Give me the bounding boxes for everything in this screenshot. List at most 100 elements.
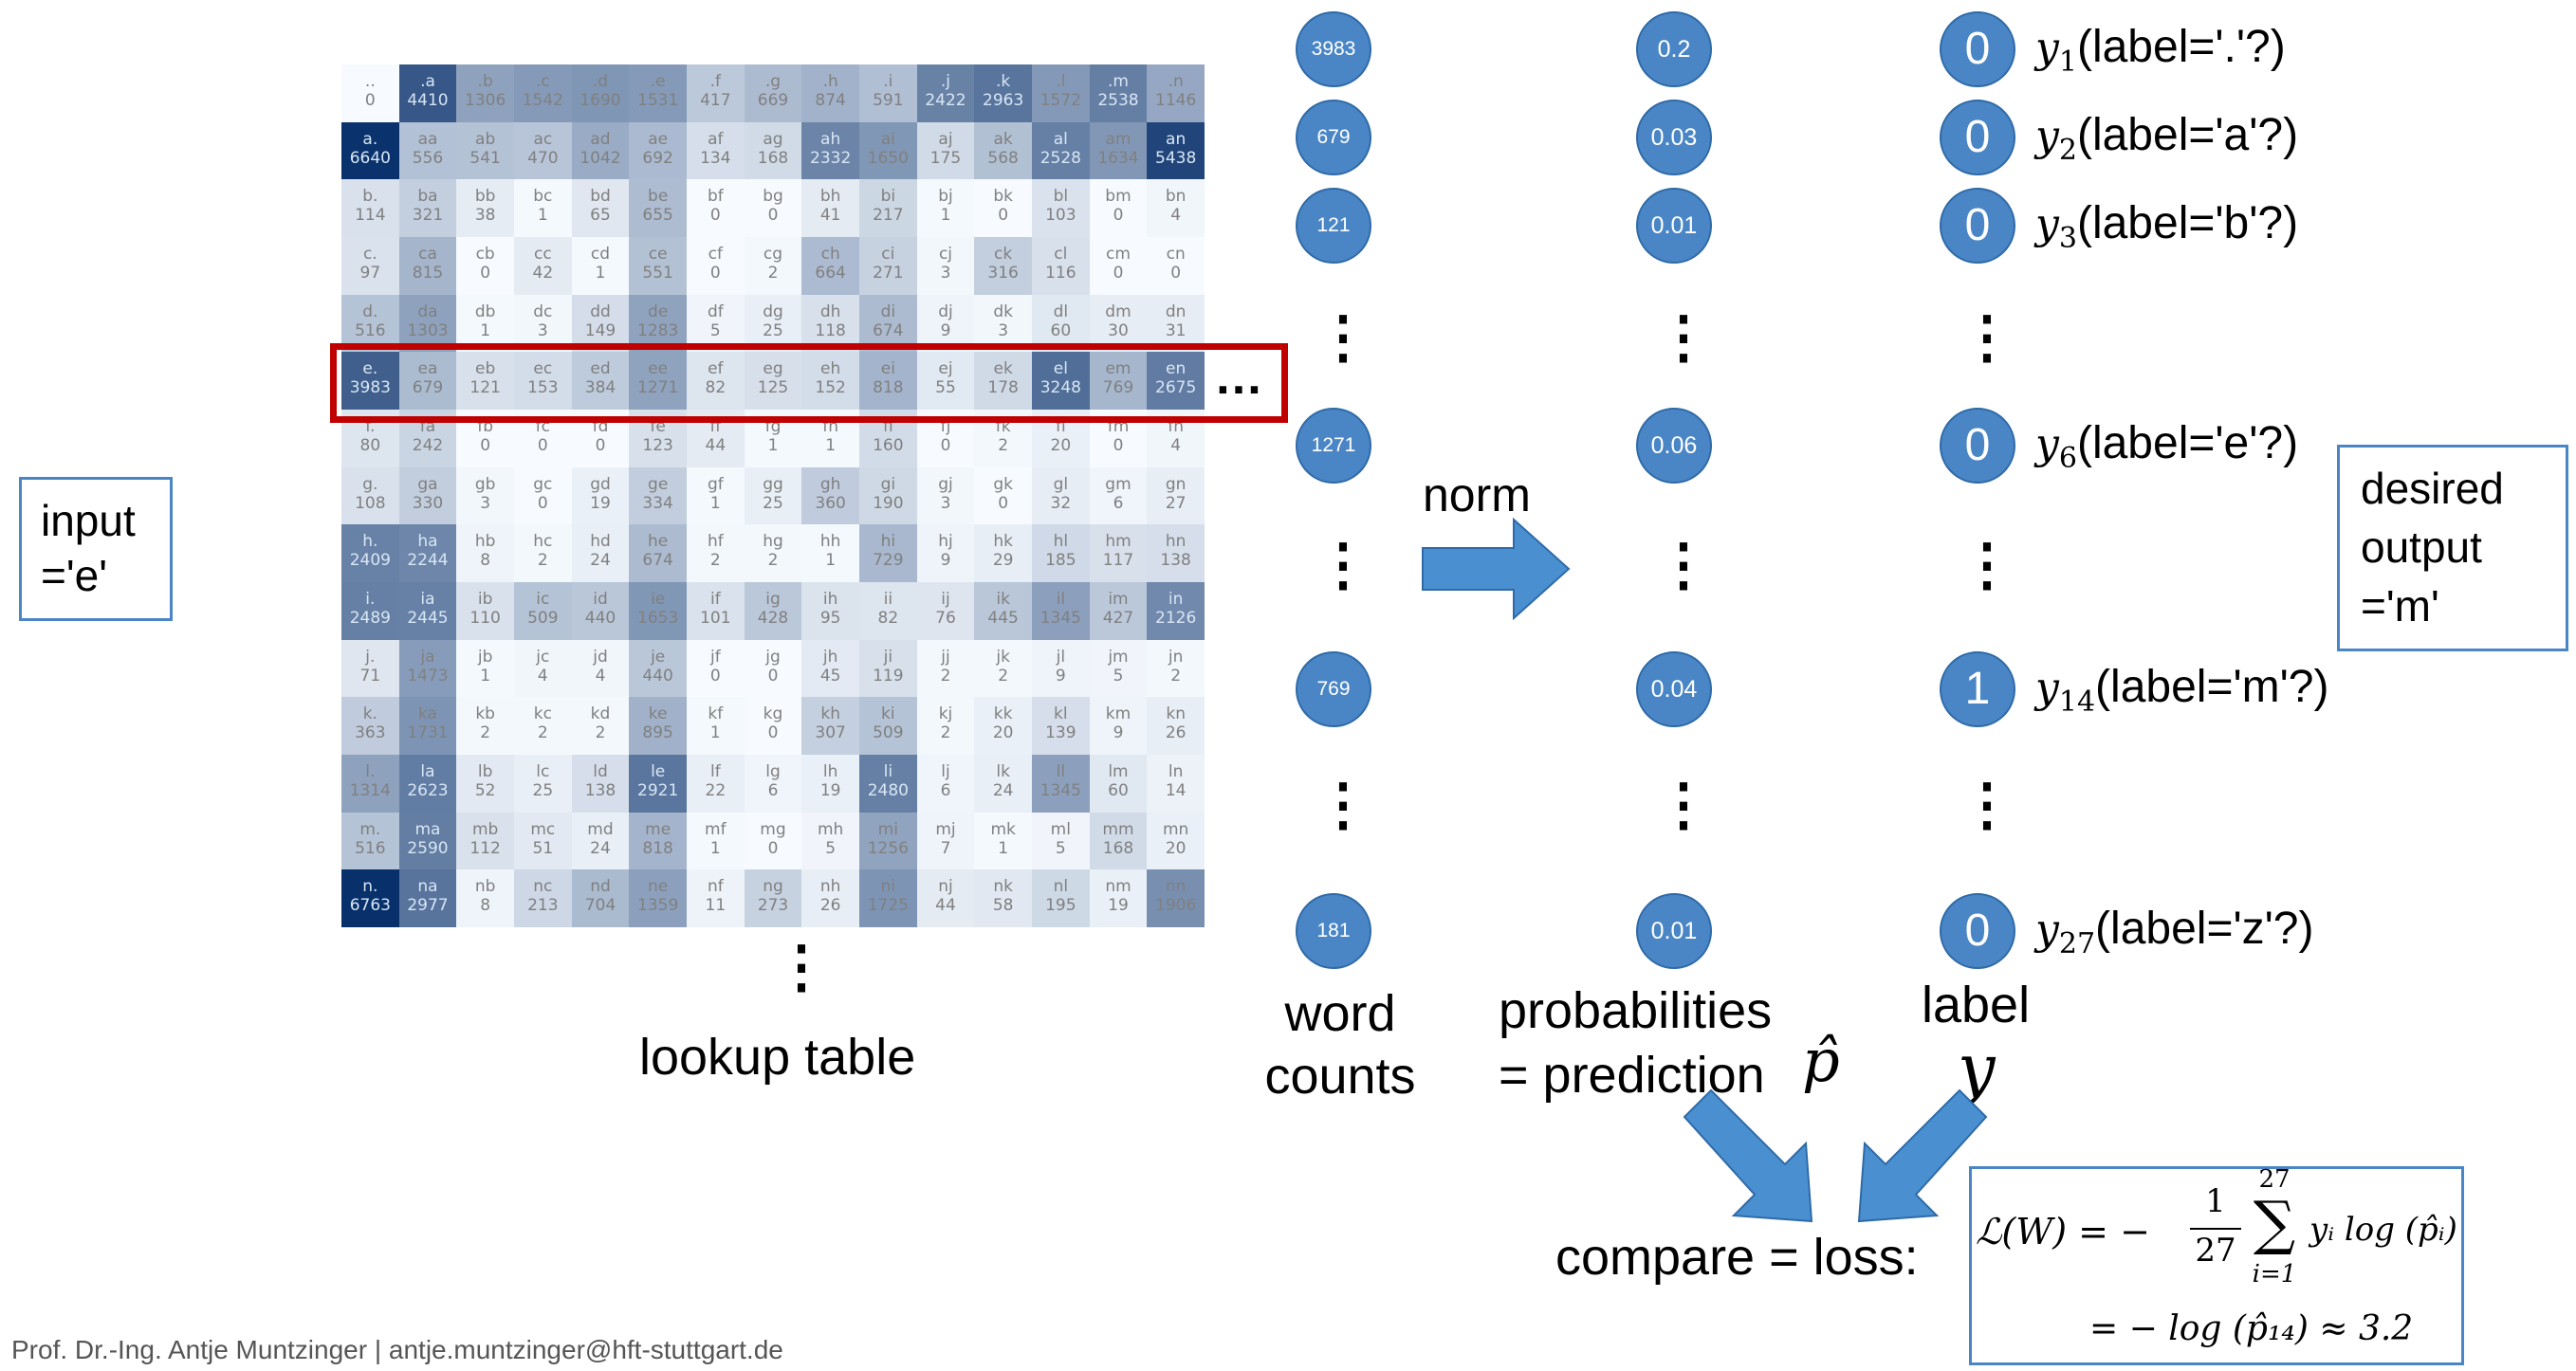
grid-cell-count: 5 [1113,666,1124,686]
grid-cell-count: 2244 [407,551,449,571]
y-index: 2 [2058,133,2077,167]
grid-cell: il 1345 [1032,582,1090,640]
grid-cell: gg 25 [744,466,802,525]
grid-cell-count: 679 [412,378,444,398]
grid-cell-bg [629,466,687,525]
grid-cell: ne 1359 [629,869,687,927]
grid-cell-count: 3 [480,493,491,513]
grid-cell-bg [398,179,457,237]
grid-cell-count: 273 [757,896,789,916]
grid-cell: en 2675 [1147,352,1205,410]
grid-cell: dj 9 [916,294,975,353]
grid-cell-bg [744,466,802,525]
grid-cell-bigram: dm [1105,302,1132,321]
grid-cell-count: 2422 [925,91,966,110]
grid-cell-count: 9 [1055,666,1066,686]
grid-cell-bg [629,582,687,640]
grid-cell-bigram: ah [820,129,841,149]
grid-cell: aa 556 [398,121,457,180]
grid-cell-bigram: kn [1166,704,1186,724]
grid-cell: gn 27 [1147,466,1205,525]
grid-cell-bg [398,582,457,640]
grid-cell-bg [1032,294,1090,353]
grid-cell-count: 60 [1108,781,1129,800]
grid-cell-bigram: kg [763,704,783,724]
grid-cell: j. 71 [341,639,399,698]
column-ellipsis: ⋮ [773,935,830,998]
grid-cell-count: 1 [709,838,721,858]
grid-cell-bg [1089,639,1148,698]
prob-circle: 0.03 [1636,100,1712,175]
grid-cell-bigram: hl [1053,532,1069,552]
grid-cell: gd 19 [571,466,630,525]
footer-credit: Prof. Dr.-Ing. Antje Muntzinger | antje.… [11,1335,783,1364]
grid-cell-count: 674 [873,320,904,340]
grid-cell-bg [341,755,399,813]
grid-cell: nb 8 [456,869,514,927]
grid-cell: kh 307 [801,697,859,755]
grid-cell-count: 2977 [407,896,449,916]
grid-cell: kf 1 [687,697,745,755]
grid-cell-bigram: ii [883,590,893,609]
grid-cell-count: 149 [584,320,616,340]
grid-cell: hk 29 [974,524,1032,582]
grid-cell-bigram: ib [477,590,493,609]
grid-cell-bg [974,294,1032,353]
grid-cell-count: 6 [767,781,779,800]
grid-cell: h. 2409 [341,524,399,582]
grid-cell-bg [916,466,975,525]
grid-cell-bg [687,294,745,353]
grid-cell-count: 55 [935,378,956,398]
lookup-table-label: lookup table [639,1029,916,1086]
grid-cell-bigram: lh [822,762,838,781]
grid-cell: ef 82 [687,352,745,410]
grid-cell-count: 190 [873,493,904,513]
grid-cell-bigram: gg [763,474,783,494]
grid-cell-count: 0 [767,838,779,858]
grid-cell-bg [456,466,514,525]
grid-cell: mf 1 [687,812,745,870]
grid-cell-bg [514,582,572,640]
grid-cell-count: 704 [584,896,616,916]
grid-cell-count: 1572 [1040,91,1081,110]
grid-cell: m. 516 [341,812,399,870]
grid-cell-bg [514,352,572,410]
grid-cell-count: 1345 [1040,781,1081,800]
grid-cell-bg [859,582,917,640]
grid-cell-bigram: .g [764,72,782,91]
grid-cell-count: 38 [474,206,496,226]
grid-cell-count: 52 [474,781,496,800]
grid-cell-bigram: db [474,302,496,321]
grid-cell-bg [1147,524,1205,582]
grid-cell-bigram: ck [994,245,1013,264]
grid-cell-bg [398,755,457,813]
grid-cell-bigram: b. [362,187,378,207]
grid-cell-count: 0 [1113,264,1124,283]
grid-cell-bigram: .i [883,72,893,91]
grid-cell-count: 509 [873,723,904,743]
grid-cell-bigram: im [1108,590,1129,609]
grid-cell-bigram: km [1105,704,1132,724]
grid-cell-bg [974,582,1032,640]
grid-cell-count: 82 [877,609,899,628]
grid-cell-bg [744,639,802,698]
label-circle: 1 [1940,651,2015,727]
grid-cell: nh 26 [801,869,859,927]
grid-cell-bigram: jg [765,647,781,667]
loss-formula-box: ℒ(W) = − 1 27 27 ∑ i=1 yᵢ log (p̂ᵢ) = − … [1969,1165,2464,1365]
grid-cell-count: 101 [700,609,731,628]
grid-cell: lk 24 [974,755,1032,813]
grid-cell: lc 25 [514,755,572,813]
grid-cell-bg [916,697,975,755]
grid-cell-count: 9 [1113,723,1124,743]
grid-cell-count: 874 [815,91,846,110]
grid-cell-bigram: le [651,762,666,781]
grid-cell-bg [398,294,457,353]
grid-cell-bigram: kf [708,704,724,724]
grid-cell-bigram: .h [822,72,838,91]
grid-cell-count: 60 [1050,320,1072,340]
grid-cell-bigram: hk [993,532,1013,552]
grid-cell: .f 417 [687,64,745,122]
grid-cell: ca 815 [398,237,457,295]
grid-cell-count: 242 [412,436,444,455]
